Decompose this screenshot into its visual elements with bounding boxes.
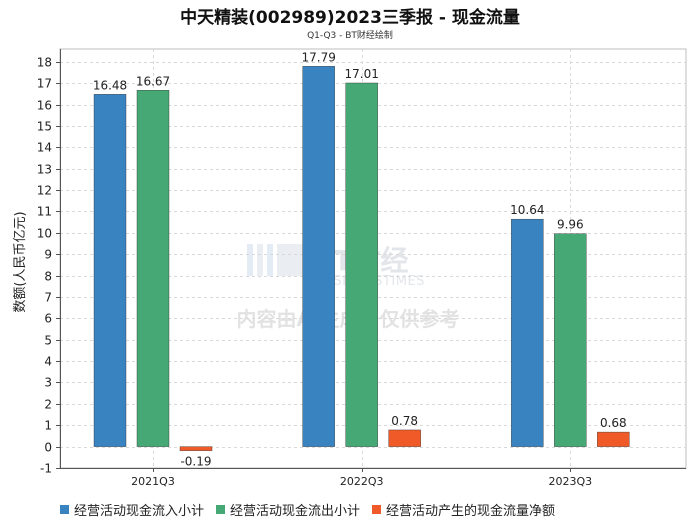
data-label-2023Q3-series-3: 0.68 bbox=[600, 416, 627, 430]
data-label-2023Q3-series-2: 9.96 bbox=[557, 218, 584, 232]
y-tick-label: 13 bbox=[37, 163, 52, 177]
y-tick-label: 1 bbox=[44, 419, 52, 433]
y-tick-label: 14 bbox=[37, 141, 52, 155]
data-labels: 16.48 16.67 -0.19 17.79 17.01 0.78 10.64 9.96 0.… bbox=[93, 50, 627, 468]
data-label-2022Q3-series-1: 17.79 bbox=[301, 50, 335, 64]
y-tick-label: 6 bbox=[44, 312, 52, 326]
y-tick-label: 10 bbox=[37, 227, 52, 241]
bar-2023Q3-series-1 bbox=[511, 218, 544, 447]
x-tick-label: 2021Q3 bbox=[131, 475, 175, 488]
x-tick-label: 2023Q3 bbox=[549, 475, 593, 488]
y-tick-label: 11 bbox=[37, 205, 52, 219]
legend-item-series-1: 经营活动现金流入小计 bbox=[60, 500, 204, 519]
y-tick-label: 16 bbox=[37, 99, 52, 113]
legend-label: 经营活动产生的现金流量净额 bbox=[386, 504, 556, 519]
bar-2021Q3-series-3 bbox=[179, 446, 213, 451]
legend-swatch bbox=[216, 505, 226, 514]
y-tick-label: 15 bbox=[37, 120, 52, 134]
legend-item-series-2: 经营活动现金流出小计 bbox=[216, 500, 360, 519]
bar-2021Q3-series-1 bbox=[93, 94, 127, 447]
y-tick-label: 4 bbox=[44, 355, 52, 369]
y-tick-label: 5 bbox=[44, 334, 52, 348]
data-label-2023Q3-series-1: 10.64 bbox=[510, 203, 544, 217]
y-tick-label: 7 bbox=[44, 291, 52, 305]
bar-2022Q3-series-3 bbox=[388, 429, 421, 447]
y-tick-label: -1 bbox=[40, 462, 52, 476]
bar-2021Q3-series-2 bbox=[136, 90, 170, 447]
y-tick-label: 9 bbox=[44, 248, 52, 262]
x-tick-label: 2022Q3 bbox=[340, 475, 384, 488]
watermark-logo-bar bbox=[257, 244, 263, 276]
y-tick-label: 8 bbox=[44, 270, 52, 284]
legend-swatch bbox=[372, 505, 382, 514]
y-axis-label: 数额(人民币亿元) bbox=[13, 211, 28, 312]
legend-item-series-3: 经营活动产生的现金流量净额 bbox=[372, 500, 555, 519]
bar-2023Q3-series-2 bbox=[554, 233, 587, 447]
data-label-2022Q3-series-2: 17.01 bbox=[344, 67, 378, 81]
data-label-2022Q3-series-3: 0.78 bbox=[391, 414, 418, 428]
legend-swatch bbox=[60, 505, 69, 514]
y-tick-label: 12 bbox=[37, 184, 52, 198]
bar-2022Q3-series-2 bbox=[345, 82, 378, 447]
y-tick-label: 17 bbox=[37, 77, 52, 91]
chart-subtitle: Q1-Q3 - BT财经绘制 bbox=[307, 31, 393, 41]
watermark-logo-bar bbox=[267, 244, 273, 276]
data-label-2021Q3-series-1: 16.48 bbox=[93, 78, 127, 92]
legend-label: 经营活动现金流入小计 bbox=[74, 504, 205, 519]
bar-2022Q3-series-1 bbox=[302, 66, 335, 447]
chart-title: 中天精装(002989)2023三季报 - 现金流量 bbox=[180, 8, 520, 28]
data-label-2021Q3-series-2: 16.67 bbox=[136, 74, 170, 88]
watermark-logo-block bbox=[277, 244, 303, 276]
y-tick-label: 0 bbox=[44, 441, 52, 455]
legend-label: 经营活动现金流出小计 bbox=[230, 504, 361, 519]
y-tick-label: 3 bbox=[44, 376, 52, 390]
legend: 经营活动现金流入小计 经营活动现金流出小计 经营活动产生的现金流量净额 bbox=[60, 500, 555, 519]
y-tick-label: 2 bbox=[44, 398, 52, 412]
bar-2023Q3-series-3 bbox=[597, 431, 630, 447]
watermark-logo-bar bbox=[247, 244, 253, 276]
bars bbox=[93, 66, 630, 451]
y-tick-label: 18 bbox=[37, 56, 52, 70]
data-label-2021Q3-series-3: -0.19 bbox=[180, 455, 211, 469]
